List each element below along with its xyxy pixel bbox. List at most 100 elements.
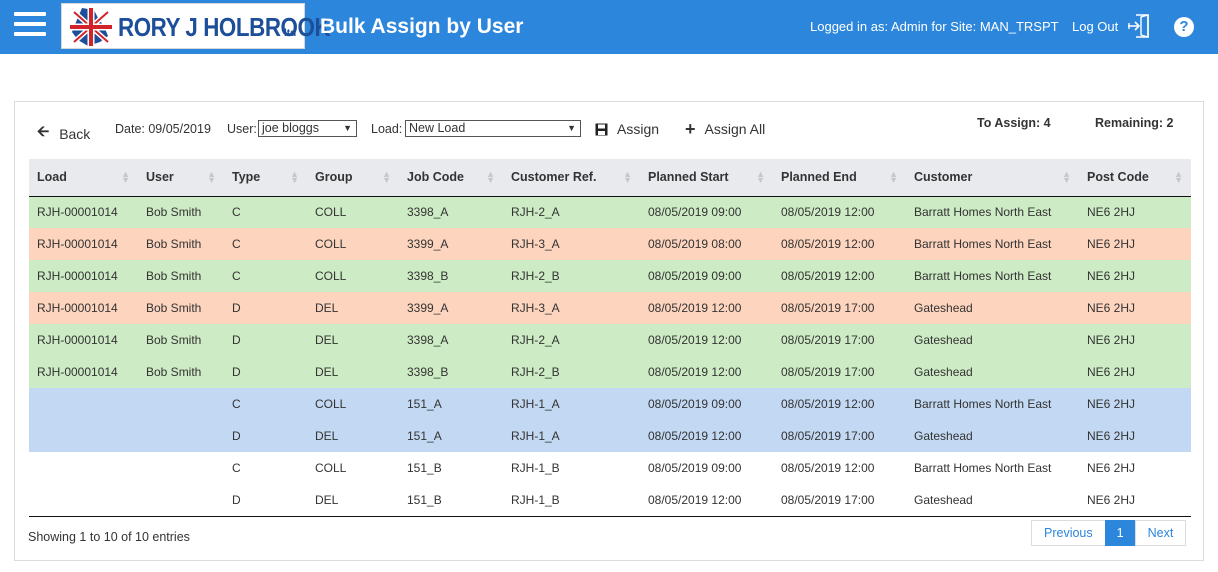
back-button[interactable]: 🡨 Back bbox=[37, 121, 90, 146]
logout-button[interactable]: Log Out bbox=[1072, 13, 1152, 39]
sort-icon: ▲ ▼ bbox=[756, 169, 765, 185]
table-cell: Bob Smith bbox=[138, 196, 224, 228]
table-cell: RJH-00001014 bbox=[29, 292, 138, 324]
table-cell: RJH-2_B bbox=[503, 356, 640, 388]
table-cell: 08/05/2019 17:00 bbox=[773, 356, 906, 388]
table-cell: DEL bbox=[307, 420, 399, 452]
assign-all-button[interactable]: + Assign All bbox=[685, 120, 766, 138]
previous-button[interactable]: Previous bbox=[1031, 520, 1106, 546]
logo-text: RORY J HOLBROOK bbox=[118, 12, 331, 42]
column-header-label: Planned Start bbox=[648, 170, 729, 185]
column-header-customer[interactable]: Customer ▲ ▼ bbox=[906, 159, 1079, 197]
table-row[interactable]: RJH-00001014 Bob Smith D DEL 3398_B RJH-2_B 08… bbox=[29, 356, 1191, 388]
table-cell: COLL bbox=[307, 260, 399, 292]
table-cell: COLL bbox=[307, 388, 399, 420]
table-cell: 3399_A bbox=[399, 292, 503, 324]
union-flag-map-icon bbox=[70, 8, 112, 46]
next-button[interactable]: Next bbox=[1134, 520, 1187, 546]
user-select-value: joe bloggs bbox=[262, 121, 319, 135]
table-cell: 08/05/2019 12:00 bbox=[640, 292, 773, 324]
table-cell: 08/05/2019 17:00 bbox=[773, 324, 906, 356]
caret-down-icon: ▼ bbox=[343, 123, 352, 133]
sort-icon: ▲ ▼ bbox=[382, 169, 391, 185]
table-cell: RJH-1_B bbox=[503, 484, 640, 517]
help-icon[interactable]: ? bbox=[1174, 17, 1194, 37]
menu-icon[interactable] bbox=[14, 12, 46, 40]
table-row[interactable]: D DEL 151_A RJH-1_A 08/05/2019 12:00 08/05/20… bbox=[29, 420, 1191, 452]
table-cell: Bob Smith bbox=[138, 260, 224, 292]
column-header-planned-end[interactable]: Planned End ▲ ▼ bbox=[773, 159, 906, 197]
column-header-label: Load bbox=[37, 170, 67, 185]
table-cell: 08/05/2019 12:00 bbox=[640, 484, 773, 517]
table-cell: 151_B bbox=[399, 452, 503, 484]
sort-icon: ▲ ▼ bbox=[889, 169, 898, 185]
sort-icon: ▲ ▼ bbox=[207, 169, 216, 185]
table-cell bbox=[138, 420, 224, 452]
table-cell: 08/05/2019 12:00 bbox=[773, 260, 906, 292]
table-row[interactable]: RJH-00001014 Bob Smith C COLL 3398_A RJH-2_A 0… bbox=[29, 196, 1191, 228]
table-row[interactable]: RJH-00001014 Bob Smith C COLL 3398_B RJH-2_B 0… bbox=[29, 260, 1191, 292]
date-display: Date: 09/05/2019 bbox=[115, 122, 211, 136]
table-cell: NE6 2HJ bbox=[1079, 196, 1191, 228]
column-header-group[interactable]: Group ▲ ▼ bbox=[307, 159, 399, 197]
table-cell: RJH-00001014 bbox=[29, 196, 138, 228]
table-row[interactable]: C COLL 151_A RJH-1_A 08/05/2019 09:00 08/05/2… bbox=[29, 388, 1191, 420]
table-cell: 08/05/2019 09:00 bbox=[640, 388, 773, 420]
table-cell: 08/05/2019 12:00 bbox=[640, 356, 773, 388]
table-cell: COLL bbox=[307, 228, 399, 260]
assign-button[interactable]: Assign bbox=[595, 121, 659, 137]
table-row[interactable]: C COLL 151_B RJH-1_B 08/05/2019 09:00 08/05/2… bbox=[29, 452, 1191, 484]
table-cell: 08/05/2019 12:00 bbox=[773, 228, 906, 260]
table-cell: C bbox=[224, 260, 307, 292]
table-cell: C bbox=[224, 228, 307, 260]
table-cell: D bbox=[224, 324, 307, 356]
table-cell: Barratt Homes North East bbox=[906, 452, 1079, 484]
column-header-load[interactable]: Load ▲ ▼ bbox=[29, 159, 138, 197]
table-cell: RJH-00001014 bbox=[29, 228, 138, 260]
table-cell: 08/05/2019 09:00 bbox=[640, 196, 773, 228]
table-cell: 08/05/2019 12:00 bbox=[640, 324, 773, 356]
table-row[interactable]: D DEL 151_B RJH-1_B 08/05/2019 12:00 08/05/20… bbox=[29, 484, 1191, 517]
table-cell: RJH-1_A bbox=[503, 420, 640, 452]
load-select-value: New Load bbox=[409, 121, 466, 135]
table-row[interactable]: RJH-00001014 Bob Smith D DEL 3398_A RJH-2_A 08… bbox=[29, 324, 1191, 356]
table-cell: Barratt Homes North East bbox=[906, 196, 1079, 228]
logged-in-status: Logged in as: Admin for Site: MAN_TRSPT bbox=[810, 19, 1059, 34]
table-cell: 08/05/2019 09:00 bbox=[640, 452, 773, 484]
column-header-type[interactable]: Type ▲ ▼ bbox=[224, 159, 307, 197]
sort-icon: ▲ ▼ bbox=[121, 169, 130, 185]
user-select[interactable]: joe bloggs ▼ bbox=[258, 120, 357, 137]
entries-info: Showing 1 to 10 of 10 entries bbox=[28, 530, 190, 544]
table-cell: NE6 2HJ bbox=[1079, 388, 1191, 420]
column-header-label: Type bbox=[232, 170, 261, 185]
load-select[interactable]: New Load ▼ bbox=[405, 120, 581, 137]
table-cell: Gateshead bbox=[906, 420, 1079, 452]
column-header-job-code[interactable]: Job Code ▲ ▼ bbox=[399, 159, 503, 197]
table-cell: NE6 2HJ bbox=[1079, 356, 1191, 388]
column-header-post-code[interactable]: Post Code ▲ ▼ bbox=[1079, 159, 1191, 197]
table-cell: Bob Smith bbox=[138, 356, 224, 388]
column-header-planned-start[interactable]: Planned Start ▲ ▼ bbox=[640, 159, 773, 197]
table-cell bbox=[29, 484, 138, 517]
page-1-button[interactable]: 1 bbox=[1104, 520, 1136, 546]
table-cell: 08/05/2019 08:00 bbox=[640, 228, 773, 260]
table-row[interactable]: RJH-00001014 Bob Smith D DEL 3399_A RJH-3_A 08… bbox=[29, 292, 1191, 324]
table-cell: RJH-2_B bbox=[503, 260, 640, 292]
column-header-label: Job Code bbox=[407, 170, 464, 185]
caret-down-icon: ▼ bbox=[567, 123, 576, 133]
column-header-customer-ref[interactable]: Customer Ref. ▲ ▼ bbox=[503, 159, 640, 197]
table-cell: 151_A bbox=[399, 388, 503, 420]
column-header-label: Group bbox=[315, 170, 353, 185]
table-cell: DEL bbox=[307, 324, 399, 356]
sort-icon: ▲ ▼ bbox=[486, 169, 495, 185]
assign-all-label: Assign All bbox=[704, 121, 766, 137]
table-cell bbox=[138, 452, 224, 484]
column-header-user[interactable]: User ▲ ▼ bbox=[138, 159, 224, 197]
table-cell: 08/05/2019 17:00 bbox=[773, 484, 906, 517]
arrow-left-icon: 🡨 bbox=[37, 123, 50, 140]
table-row[interactable]: RJH-00001014 Bob Smith C COLL 3399_A RJH-3_A 0… bbox=[29, 228, 1191, 260]
table-cell: Gateshead bbox=[906, 324, 1079, 356]
sort-icon: ▲ ▼ bbox=[290, 169, 299, 185]
column-header-label: Post Code bbox=[1087, 170, 1149, 185]
top-bar: RORY J HOLBROOK ltd Bulk Assign by User … bbox=[0, 0, 1218, 54]
